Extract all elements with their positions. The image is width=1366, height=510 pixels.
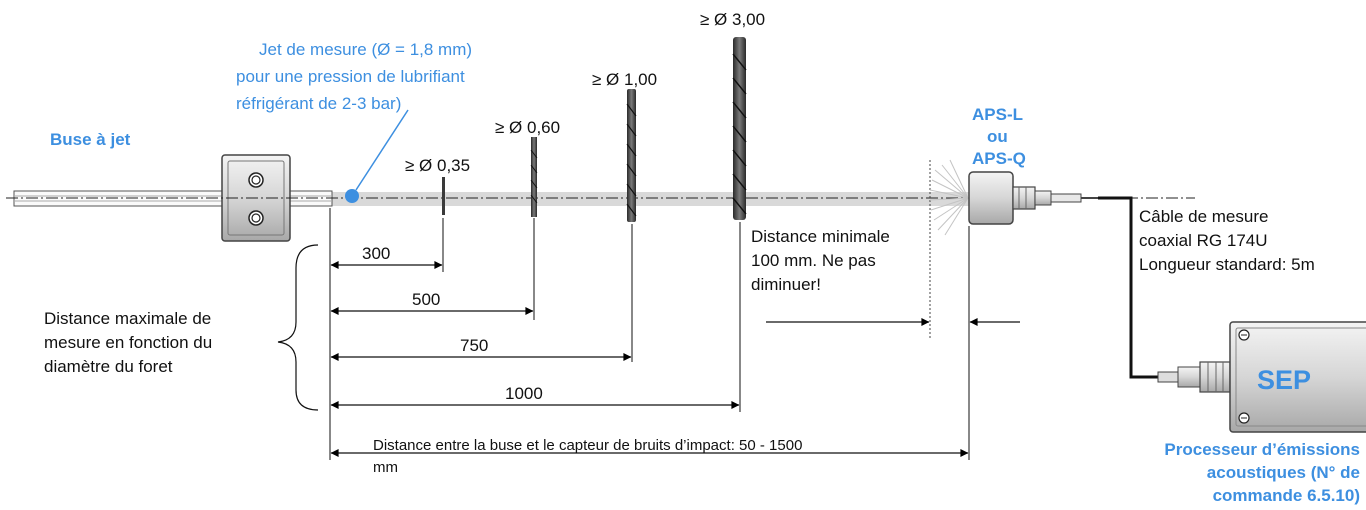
- dim-label-750: 750: [460, 336, 489, 355]
- drill-1: [442, 177, 445, 215]
- sensor-label-line1: APS-L: [972, 105, 1023, 124]
- max-distance-label-line2: mesure en fonction du: [44, 333, 213, 352]
- cable-label-line2: coaxial RG 174U: [1139, 231, 1268, 250]
- processor-label-line3: commande 6.5.10): [1212, 486, 1360, 505]
- sep-box: [1229, 321, 1366, 433]
- drill-2: [530, 137, 538, 217]
- jet-point: [345, 189, 359, 203]
- drill-label-2: ≥ Ø 0,60: [495, 118, 561, 137]
- jet-label-line2: pour une pression de lubrifiant: [236, 67, 465, 86]
- jet-leader: [355, 109, 409, 191]
- jet-label-line1: Jet de mesure (Ø = 1,8 mm): [259, 40, 473, 59]
- cable-label-line1: Câble de mesure: [1139, 207, 1269, 226]
- sensor-label-line3: APS-Q: [972, 149, 1026, 168]
- measure-cable: [1098, 196, 1158, 379]
- cable-label-line3: Longueur standard: 5m: [1139, 255, 1315, 274]
- min-distance-label-line3: diminuer!: [751, 275, 821, 294]
- drill-label-1: ≥ Ø 0,35: [405, 156, 471, 175]
- sensor-label-line2: ou: [987, 127, 1008, 146]
- drill-4: [732, 37, 747, 220]
- drill-label-4: ≥ Ø 3,00: [700, 10, 766, 29]
- processor-label-line1: Processeur d’émissions: [1164, 440, 1360, 459]
- min-distance-label-line1: Distance minimale: [751, 227, 890, 246]
- drill-label-3: ≥ Ø 1,00: [592, 70, 658, 89]
- dim-label-500: 500: [412, 290, 441, 309]
- nozzle-label: Buse à jet: [50, 130, 131, 149]
- processor-label-line2: acoustiques (N° de: [1206, 463, 1360, 482]
- max-distance-label-line3: diamètre du foret: [44, 357, 173, 376]
- dim-label-1000: 1000: [505, 384, 543, 403]
- sep-connector: [1157, 361, 1231, 393]
- max-distance-brace: [277, 244, 319, 411]
- aps-sensor: [968, 171, 1098, 225]
- sep-box-label: SEP: [1257, 365, 1312, 395]
- drill-3: [626, 89, 637, 222]
- jet-stream: [330, 192, 970, 206]
- dim-label-300: 300: [362, 244, 391, 263]
- total-distance-label-line2: mm: [373, 459, 398, 476]
- impact-burst: [929, 159, 969, 236]
- min-distance-label-line2: 100 mm. Ne pas: [751, 251, 876, 270]
- jet-label-line3: réfrigérant de 2-3 bar): [236, 94, 402, 113]
- max-distance-label-line1: Distance maximale de: [44, 309, 212, 328]
- total-distance-label-line1: Distance entre la buse et le capteur de …: [373, 437, 803, 454]
